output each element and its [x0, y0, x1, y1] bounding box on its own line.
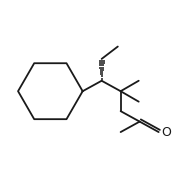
Text: O: O [162, 126, 172, 139]
